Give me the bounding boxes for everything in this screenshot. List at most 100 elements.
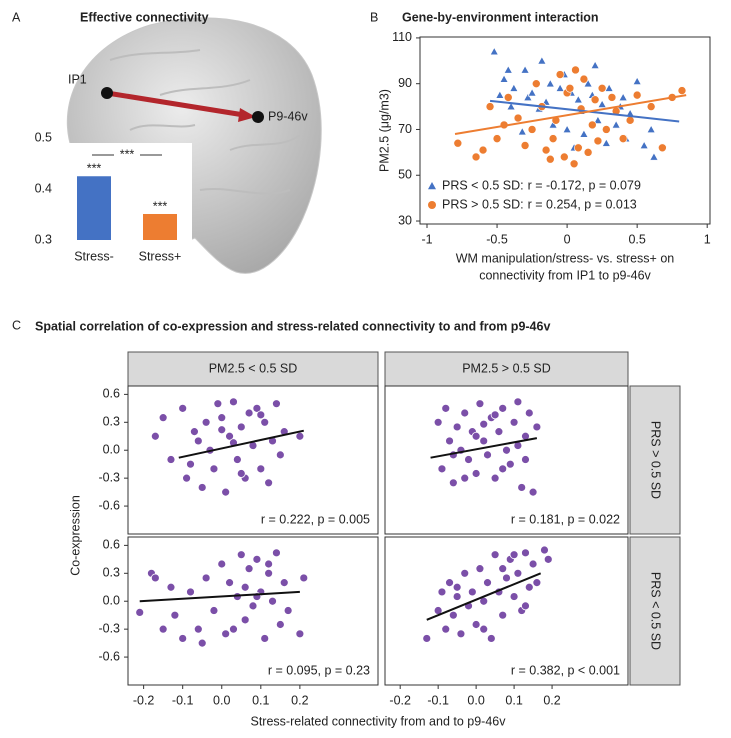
data-point: [471, 152, 481, 162]
data-point: [229, 397, 238, 407]
y-tick-label: 0.0: [103, 443, 120, 457]
y-tick-label: -0.6: [98, 498, 120, 512]
stat-annotation: r = 0.095, p = 0.23: [268, 663, 370, 677]
x-tick-label: 0.1: [252, 693, 269, 707]
data-point: [471, 620, 481, 629]
data-point: [524, 408, 534, 418]
data-point: [528, 487, 538, 497]
data-point: [471, 469, 481, 478]
data-point: [502, 445, 511, 455]
panel-letter: B: [370, 10, 378, 24]
data-point: [593, 136, 603, 146]
node-label: IP1: [68, 72, 87, 86]
data-point: [240, 582, 250, 592]
data-point: [213, 399, 223, 409]
data-point: [545, 154, 555, 164]
data-point: [217, 559, 227, 569]
x-tick-label: -1: [421, 232, 432, 246]
plot-frame: [384, 536, 629, 686]
data-point: [197, 638, 207, 648]
x-axis-label: WM manipulation/stress- vs. stress+ on: [456, 251, 675, 265]
data-point: [471, 431, 481, 441]
x-tick-label: Stress-: [74, 249, 114, 263]
data-point: [545, 79, 555, 88]
data-point: [178, 634, 188, 643]
data-point: [448, 478, 458, 488]
legend-stats: r = 0.254, p = 0.013: [528, 197, 637, 211]
data-point: [573, 95, 583, 104]
fit-line: [139, 590, 300, 603]
data-point: [268, 596, 277, 606]
data-point: [275, 450, 285, 460]
data-point: [490, 473, 500, 483]
data-point: [201, 417, 211, 427]
data-point: [452, 582, 462, 592]
data-point: [517, 127, 527, 136]
x-tick-label: 0.0: [467, 693, 484, 707]
data-point: [448, 610, 458, 620]
x-axis-label: Stress-related connectivity from and to …: [251, 714, 507, 728]
data-point: [295, 431, 305, 441]
stat-annotation: r = 0.181, p = 0.022: [511, 512, 620, 526]
data-point: [649, 152, 659, 161]
data-point: [217, 425, 227, 435]
stat-annotation: r = 0.222, p = 0.005: [261, 512, 370, 526]
data-point: [527, 125, 537, 134]
plot-frame: [384, 385, 629, 535]
data-point: [555, 83, 565, 92]
data-point: [452, 592, 462, 601]
data-point: [295, 629, 305, 639]
data-point: [604, 83, 614, 92]
data-point: [607, 93, 617, 102]
data-point: [541, 145, 551, 155]
x-tick-label: Stress+: [139, 249, 182, 263]
data-point: [527, 88, 537, 97]
data-point: [464, 455, 473, 464]
bar: [143, 213, 177, 240]
data-point: [574, 143, 583, 153]
data-point: [597, 99, 607, 108]
data-point: [506, 101, 516, 111]
data-point: [433, 417, 443, 427]
data-point: [272, 399, 281, 409]
y-axis-label: Co-expression: [68, 495, 82, 576]
data-point: [441, 403, 451, 413]
data-point: [486, 634, 496, 643]
data-point: [579, 129, 589, 138]
data-point: [236, 469, 246, 478]
data-point: [562, 124, 572, 133]
y-tick-label: 30: [398, 213, 412, 227]
data-point: [236, 422, 246, 432]
data-point: [240, 615, 250, 625]
x-tick-label: 0.2: [543, 693, 560, 707]
data-point: [583, 148, 593, 157]
data-point: [646, 124, 656, 133]
data-point: [460, 568, 470, 578]
x-tick-label: -0.5: [486, 232, 508, 246]
data-point: [537, 56, 547, 65]
data-point: [499, 74, 509, 83]
data-point: [593, 115, 603, 124]
column-strip: [384, 351, 629, 387]
y-tick-label: 110: [392, 30, 412, 44]
data-point: [521, 548, 530, 558]
data-point: [677, 86, 687, 95]
data-point: [548, 134, 558, 143]
bar: [77, 176, 111, 240]
data-point: [475, 399, 485, 409]
data-point: [571, 65, 580, 75]
data-point: [178, 403, 188, 413]
data-point: [489, 47, 499, 56]
x-tick-label: -0.1: [427, 693, 449, 707]
bracket-label: ***: [120, 147, 135, 161]
data-point: [509, 417, 519, 427]
data-point: [299, 573, 309, 583]
column-label: PM2.5 > 0.5 SD: [462, 361, 551, 375]
data-point: [492, 134, 502, 143]
fit-line: [178, 429, 304, 459]
column-strip: [127, 351, 379, 387]
data-point: [502, 573, 511, 583]
data-point: [490, 550, 500, 560]
data-point: [232, 455, 242, 464]
data-point: [531, 79, 541, 88]
